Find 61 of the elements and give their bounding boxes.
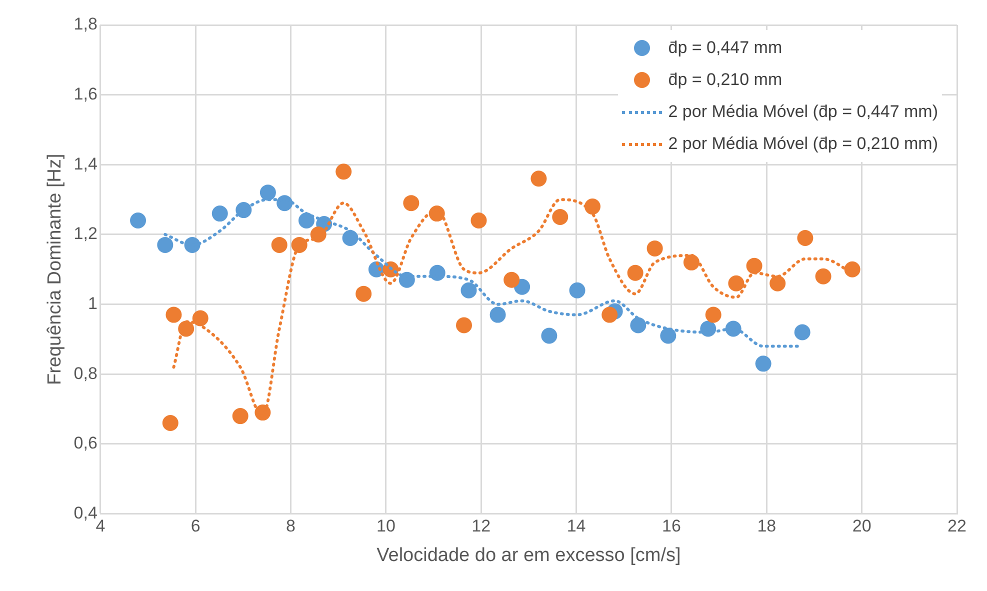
point (705, 306, 722, 323)
x-tick-label: 18 (757, 516, 776, 536)
legend-label: 2 por Média Móvel (d̄p = 0,210 mm) (668, 134, 938, 154)
point (232, 408, 248, 424)
y-tick-label: 1,4 (74, 154, 98, 174)
point (728, 275, 744, 292)
y-tick-label: 0,6 (74, 434, 98, 453)
y-axis-title: Frequência Dominante [Hz] (44, 154, 66, 386)
point (403, 195, 420, 212)
x-tick-label: 20 (852, 516, 872, 536)
point (844, 261, 860, 278)
point (755, 356, 772, 372)
point (460, 282, 477, 298)
x-tick-label: 4 (96, 516, 106, 536)
point (602, 306, 618, 323)
point (356, 286, 372, 302)
x-tick-label: 8 (286, 516, 296, 536)
point (490, 306, 506, 323)
y-tick-label: 1 (88, 294, 98, 313)
point (660, 328, 676, 344)
y-tick-label: 0,8 (74, 364, 98, 383)
legend-label: d̄p = 0,210 mm (668, 70, 782, 90)
point (130, 212, 146, 229)
x-tick-label: 16 (662, 516, 681, 536)
point (192, 310, 208, 326)
legend-label: 2 por Média Móvel (d̄p = 0,447 mm) (668, 102, 938, 122)
point (569, 282, 586, 298)
point (298, 212, 314, 229)
x-tick-label: 14 (566, 516, 586, 536)
point (530, 170, 547, 187)
point (157, 236, 174, 253)
point (166, 306, 182, 323)
point (794, 324, 810, 340)
point (797, 230, 814, 246)
x-tick-label: 22 (948, 516, 966, 536)
point (541, 328, 558, 344)
point (470, 212, 487, 229)
y-tick-label: 1,8 (74, 14, 98, 34)
point (271, 236, 288, 253)
point (627, 264, 644, 281)
point (456, 317, 472, 334)
point (746, 258, 762, 274)
point (815, 268, 832, 284)
point (646, 240, 663, 256)
point (770, 275, 786, 292)
point (584, 198, 600, 215)
y-tick-label: 1,2 (74, 224, 98, 244)
y-tick-label: 1,6 (74, 84, 98, 104)
point (162, 415, 178, 432)
x-tick-label: 12 (472, 516, 491, 536)
point (260, 184, 276, 201)
point (630, 317, 646, 334)
x-tick-label: 6 (190, 516, 200, 536)
x-axis-title: Velocidade do ar em excesso [cm/s] (376, 544, 681, 566)
point (552, 209, 568, 226)
point (212, 206, 228, 222)
x-tick-label: 10 (376, 516, 396, 536)
point (336, 164, 352, 180)
y-tick-label: 0,4 (74, 503, 98, 522)
legend-label: d̄p = 0,447 mm (668, 38, 782, 58)
point (504, 272, 520, 288)
